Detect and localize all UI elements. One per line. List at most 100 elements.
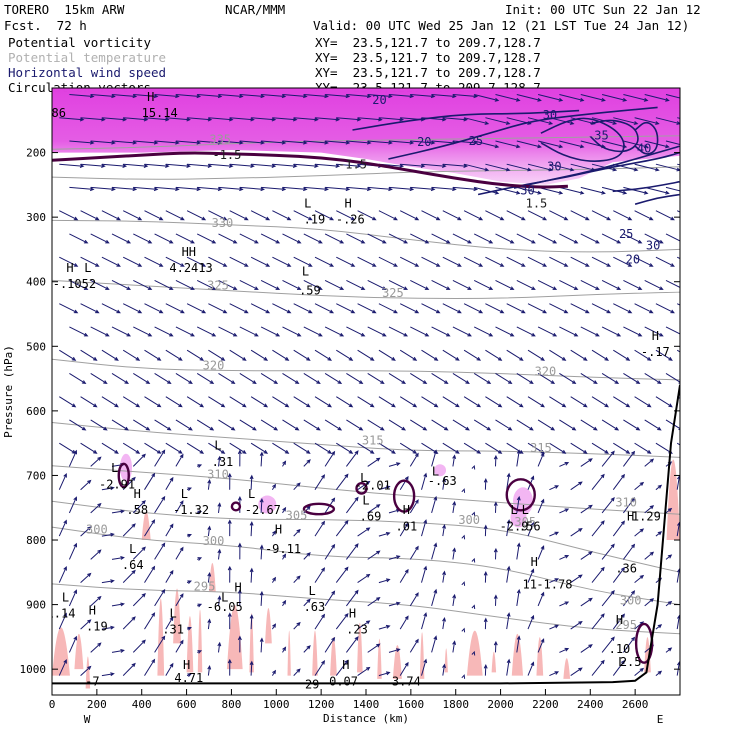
vector-6 bbox=[197, 94, 223, 99]
vector-707 bbox=[421, 612, 428, 630]
vector-549 bbox=[259, 497, 264, 513]
rain-shade-12 bbox=[287, 630, 291, 676]
vector-363 bbox=[133, 372, 151, 385]
vector-92 bbox=[101, 163, 128, 168]
vector-647 bbox=[421, 565, 428, 583]
vector-455 bbox=[165, 442, 183, 454]
endpoint-west: W bbox=[84, 713, 91, 726]
rain-shade-8 bbox=[209, 562, 216, 592]
vector-406 bbox=[399, 396, 418, 408]
vector-331 bbox=[80, 349, 98, 361]
vector-708 bbox=[442, 617, 446, 630]
vector-247 bbox=[218, 279, 238, 290]
vector-4 bbox=[154, 94, 180, 99]
rain-shade-16 bbox=[377, 638, 382, 679]
vector-720 bbox=[68, 635, 77, 653]
vector-309 bbox=[260, 326, 281, 337]
vector-666 bbox=[197, 603, 203, 608]
vector-563 bbox=[559, 508, 570, 514]
vector-233 bbox=[549, 256, 569, 267]
rain-shade-18 bbox=[419, 632, 425, 679]
vector-625 bbox=[601, 543, 615, 560]
vector-484 bbox=[154, 449, 166, 467]
pv-tropopause-contour bbox=[52, 151, 568, 189]
vector-629 bbox=[687, 546, 690, 560]
vector-334 bbox=[144, 349, 162, 361]
vector-731 bbox=[303, 645, 311, 653]
vector-217 bbox=[208, 256, 228, 267]
rain-shade-2 bbox=[85, 656, 91, 689]
vector-211 bbox=[80, 256, 100, 267]
vector-427 bbox=[218, 419, 236, 431]
vector-718 bbox=[655, 624, 663, 630]
vector-43 bbox=[336, 117, 362, 122]
vector-97 bbox=[208, 163, 234, 168]
vector-180 bbox=[69, 233, 89, 244]
vector-126 bbox=[197, 186, 223, 192]
vector-235 bbox=[591, 256, 612, 267]
extrema-label-44: -1.78 bbox=[536, 577, 572, 591]
vector-630 bbox=[58, 566, 67, 583]
vector-11 bbox=[303, 94, 329, 99]
vector-463 bbox=[336, 442, 354, 454]
extrema-label-6: H bbox=[344, 196, 351, 210]
vector-755 bbox=[165, 662, 174, 676]
vector-243 bbox=[133, 279, 153, 290]
wind-label-1: 20 bbox=[417, 135, 431, 149]
vector-29 bbox=[687, 95, 711, 102]
theta-label-6: 315 bbox=[362, 433, 384, 447]
vector-44 bbox=[357, 117, 383, 122]
vector-670 bbox=[282, 599, 287, 607]
y-tick-label-3: 500 bbox=[26, 340, 46, 353]
vector-480 bbox=[68, 449, 77, 467]
vector-572 bbox=[101, 532, 115, 537]
vector-710 bbox=[483, 617, 488, 630]
vector-663 bbox=[132, 592, 146, 607]
vector-376 bbox=[410, 372, 428, 385]
vector-138 bbox=[452, 186, 479, 192]
vector-103 bbox=[336, 163, 362, 168]
wind-speed-contour-1 bbox=[388, 106, 658, 160]
vector-167 bbox=[421, 210, 441, 221]
vector-408 bbox=[442, 396, 460, 408]
vector-684 bbox=[580, 597, 593, 607]
vector-426 bbox=[196, 419, 215, 431]
x-tick-label-8: 1600 bbox=[398, 698, 425, 711]
vector-512 bbox=[101, 486, 115, 491]
vector-530 bbox=[483, 478, 488, 490]
wind-label-3: 30 bbox=[543, 108, 557, 122]
wind-label-4: 30 bbox=[520, 184, 534, 198]
vector-765 bbox=[378, 671, 391, 677]
vector-680 bbox=[493, 594, 498, 606]
extrema-label-23: -1.32 bbox=[173, 503, 209, 517]
vector-375 bbox=[388, 372, 407, 385]
vector-14 bbox=[367, 94, 393, 99]
vector-305 bbox=[175, 326, 195, 337]
vector-38 bbox=[229, 117, 255, 122]
vector-544 bbox=[154, 495, 166, 514]
extrema-label-34: L bbox=[362, 494, 369, 508]
vector-476 bbox=[613, 442, 631, 454]
vector-135 bbox=[388, 186, 415, 192]
vector-306 bbox=[196, 326, 217, 337]
vector-462 bbox=[314, 442, 332, 454]
vector-659 bbox=[676, 568, 680, 583]
vector-751 bbox=[80, 665, 92, 676]
vector-386 bbox=[623, 372, 641, 385]
vector-122 bbox=[111, 186, 138, 192]
vector-224 bbox=[357, 256, 377, 267]
extrema-label-63: L bbox=[618, 655, 625, 669]
vector-341 bbox=[293, 349, 311, 361]
vector-227 bbox=[421, 256, 441, 267]
vector-182 bbox=[111, 233, 132, 244]
vector-566 bbox=[622, 497, 636, 514]
vector-769 bbox=[461, 674, 466, 679]
vector-356 bbox=[613, 349, 631, 361]
vector-125 bbox=[175, 186, 202, 192]
vector-18 bbox=[452, 94, 479, 99]
pv-contour-ring-1 bbox=[230, 501, 242, 512]
forecast-hour: Fcst. 72 h bbox=[4, 18, 87, 33]
vector-514 bbox=[144, 472, 156, 490]
vector-409 bbox=[463, 396, 482, 408]
vector-155 bbox=[165, 210, 185, 221]
